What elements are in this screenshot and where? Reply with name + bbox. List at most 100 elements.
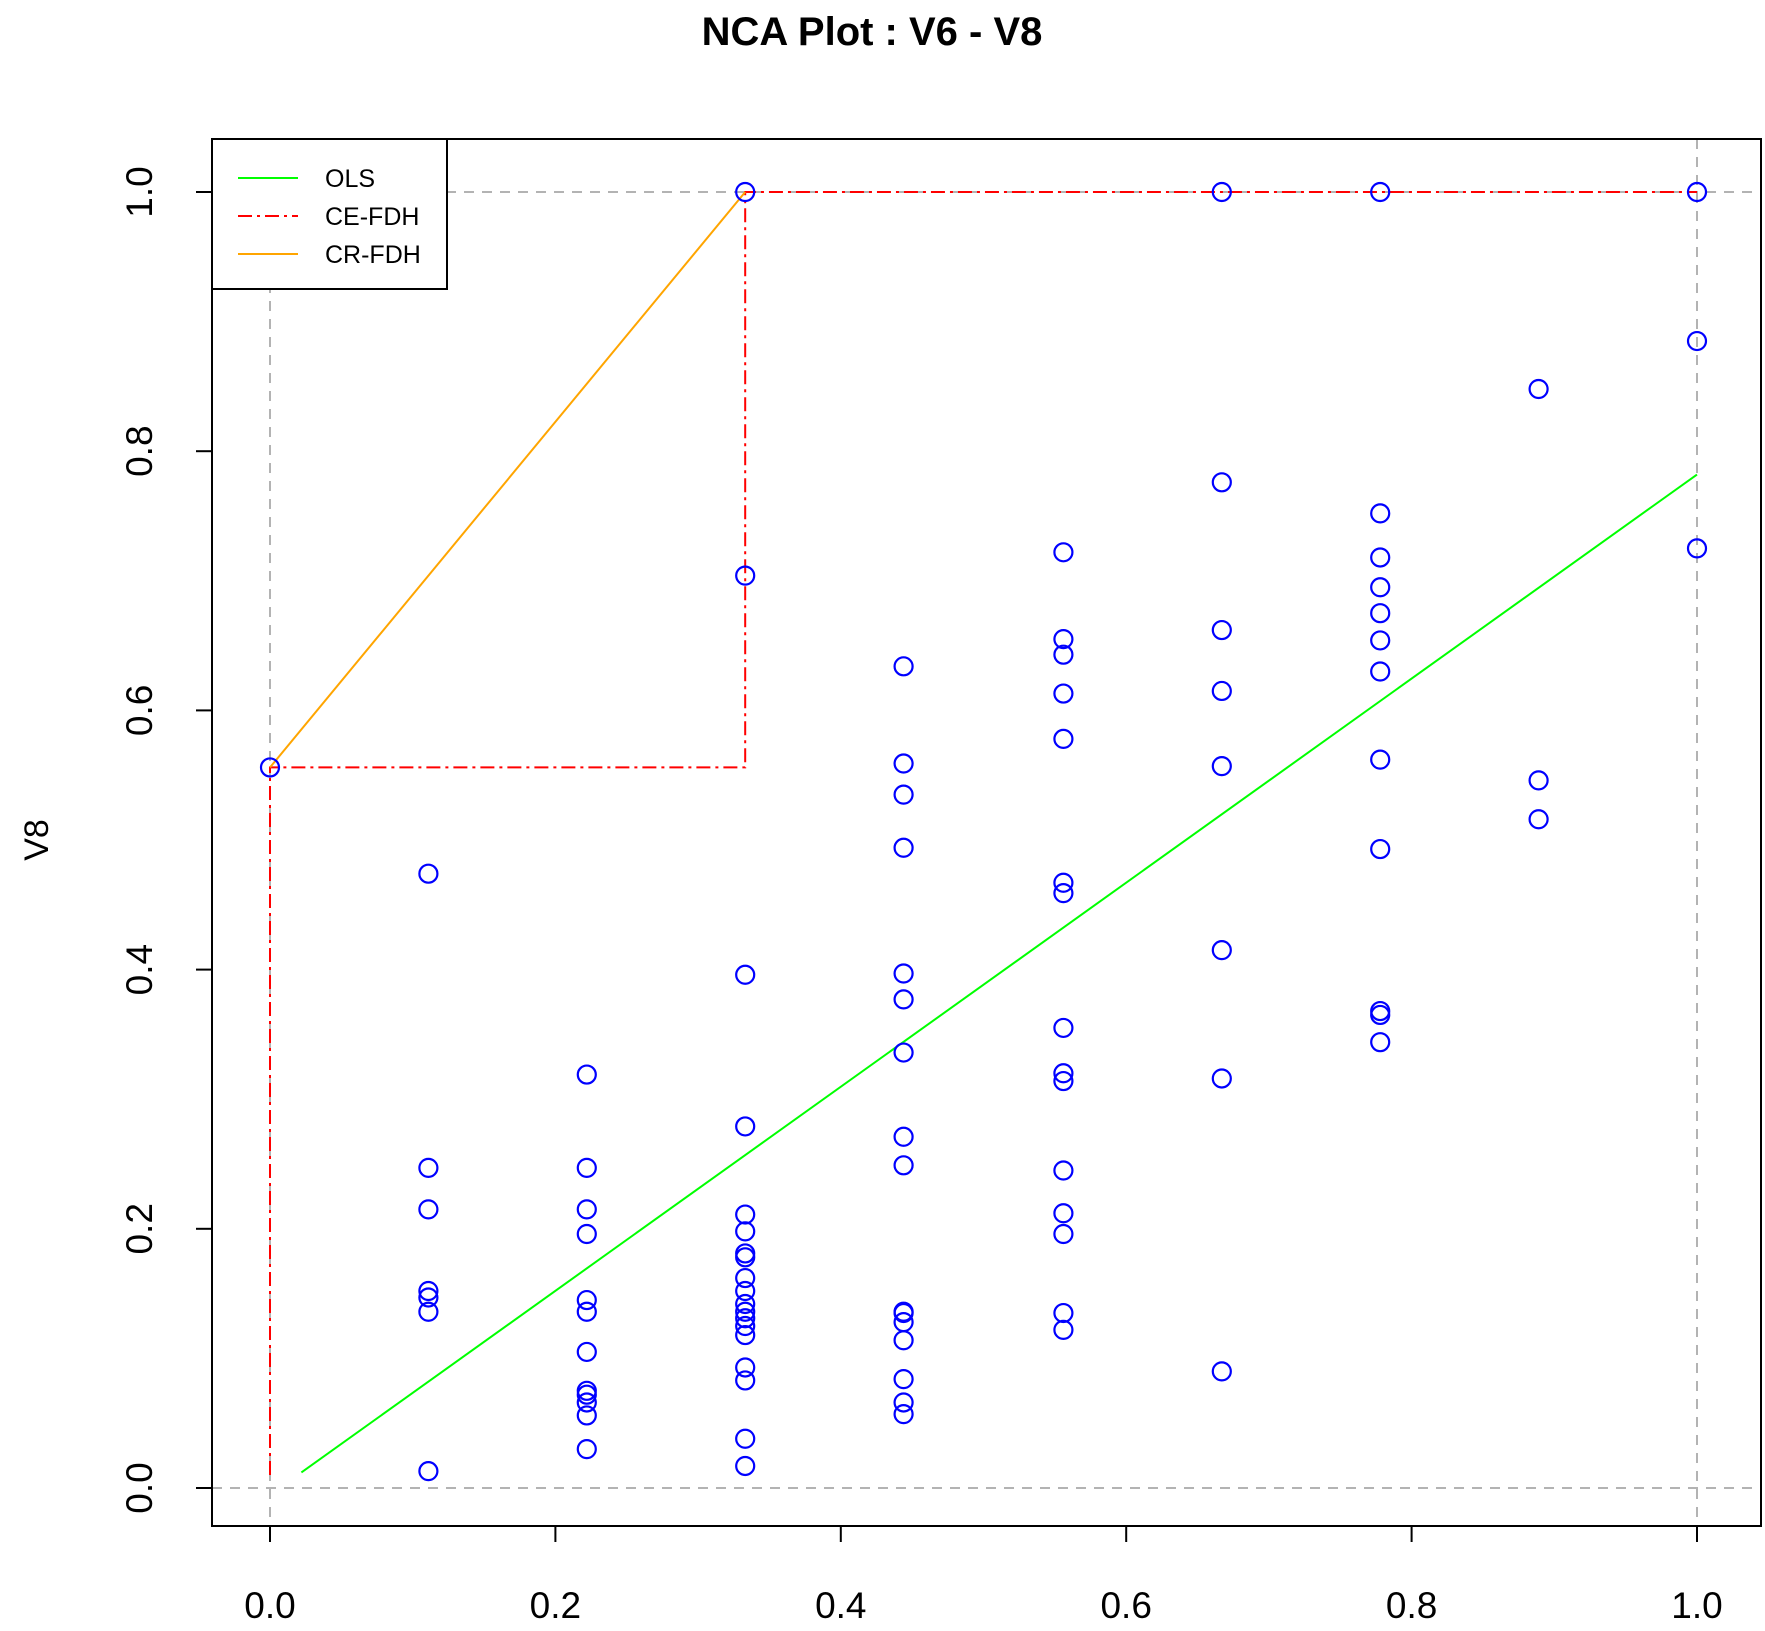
data-point (1370, 838, 1391, 860)
data-point (1370, 603, 1391, 624)
data-point (1370, 547, 1391, 568)
legend-label-ols: OLS (325, 165, 375, 193)
y-axis: 0.0 0.2 0.4 0.6 0.8 1.0 (119, 166, 213, 1514)
data-point (576, 1341, 597, 1363)
data-point (893, 753, 914, 774)
data-point (735, 1280, 756, 1302)
x-tick-label: 1.0 (1671, 1585, 1722, 1626)
data-point (1053, 1302, 1074, 1324)
series-line-ols (300, 473, 1698, 1474)
legend: OLS CE-FDH CR-FDH (211, 138, 448, 290)
data-point (735, 1301, 756, 1322)
data-point (1370, 577, 1391, 598)
series-line-ce-fdh (269, 191, 1697, 1476)
data-point (418, 1287, 439, 1308)
data-point (893, 1126, 914, 1147)
data-point (1053, 872, 1074, 893)
data-point (735, 1247, 756, 1268)
data-point (735, 565, 756, 586)
chart-title: NCA Plot : V6 - V8 (702, 10, 1043, 54)
x-tick-label: 0.6 (1100, 1585, 1151, 1626)
data-point (576, 1157, 597, 1178)
data-point (1053, 629, 1074, 650)
y-tick-label: 0.2 (119, 1203, 160, 1254)
x-axis: 0.0 0.2 0.4 0.6 0.8 1.0 (244, 1525, 1723, 1626)
data-point (418, 863, 439, 884)
data-point (1053, 542, 1074, 563)
data-point (1053, 644, 1074, 665)
data-point (735, 1308, 756, 1329)
data-point (1370, 630, 1391, 651)
data-point (576, 1384, 597, 1405)
y-tick-label: 0.6 (119, 685, 160, 736)
data-point (1686, 330, 1708, 352)
data-point (893, 784, 914, 805)
y-tick-label: 0.0 (119, 1462, 160, 1513)
data-point (1211, 756, 1232, 777)
data-point (893, 989, 914, 1010)
data-point (576, 1392, 597, 1413)
x-tick-label: 0.2 (530, 1585, 581, 1626)
data-point (1528, 770, 1549, 791)
data-point (893, 837, 914, 858)
series-lines (269, 191, 1698, 1476)
data-point (1528, 378, 1549, 400)
data-point (735, 1315, 756, 1337)
data-point (893, 1042, 914, 1063)
data-point (259, 757, 281, 778)
y-axis-label: V8 (18, 819, 56, 861)
data-point (576, 1405, 597, 1426)
x-tick-label: 0.0 (244, 1585, 295, 1626)
data-point (1211, 181, 1232, 203)
data-point (1211, 940, 1232, 961)
data-point (1686, 181, 1708, 203)
legend-box (211, 138, 448, 290)
data-point (1053, 1063, 1074, 1084)
data-point (1053, 1319, 1074, 1340)
data-point (1053, 1223, 1074, 1245)
data-point (576, 1439, 597, 1460)
data-point (576, 1064, 597, 1085)
legend-label-cr-fdh: CR-FDH (325, 241, 421, 269)
data-point (893, 1369, 914, 1390)
data-point (735, 964, 756, 985)
data-point (576, 1223, 597, 1245)
data-point (418, 1199, 439, 1220)
data-point (1211, 472, 1232, 493)
data-point (1053, 883, 1074, 904)
data-point (418, 1157, 439, 1178)
data-point (418, 1280, 439, 1302)
data-point (735, 1204, 756, 1225)
data-point (1686, 538, 1708, 559)
data-point (1370, 1000, 1391, 1022)
legend-label-ce-fdh: CE-FDH (325, 203, 419, 231)
data-point (735, 1293, 756, 1315)
data-point (1370, 661, 1391, 682)
data-point (1053, 728, 1074, 750)
series-line-cr-fdh (269, 191, 746, 769)
data-point (1053, 1160, 1074, 1181)
reference-lines (212, 139, 1761, 1526)
data-point (1370, 181, 1391, 203)
data-point (1053, 1070, 1074, 1092)
x-tick-label: 0.8 (1386, 1585, 1437, 1626)
data-point (1211, 619, 1232, 641)
data-point (735, 1428, 756, 1449)
data-point (1370, 749, 1391, 770)
plot-frame (211, 138, 1762, 1527)
x-tick-label: 0.4 (815, 1585, 866, 1626)
data-point (1370, 1032, 1391, 1053)
data-point (735, 1243, 756, 1264)
data-point (735, 1267, 756, 1289)
data-point (735, 1116, 756, 1137)
data-point (893, 1404, 914, 1425)
data-point (576, 1199, 597, 1220)
data-point (418, 1301, 439, 1322)
data-point (1528, 809, 1549, 830)
data-point (735, 1370, 756, 1391)
data-point (893, 1155, 914, 1176)
data-point (735, 1357, 756, 1378)
data-point (1370, 503, 1391, 524)
data-point (1053, 1017, 1074, 1039)
